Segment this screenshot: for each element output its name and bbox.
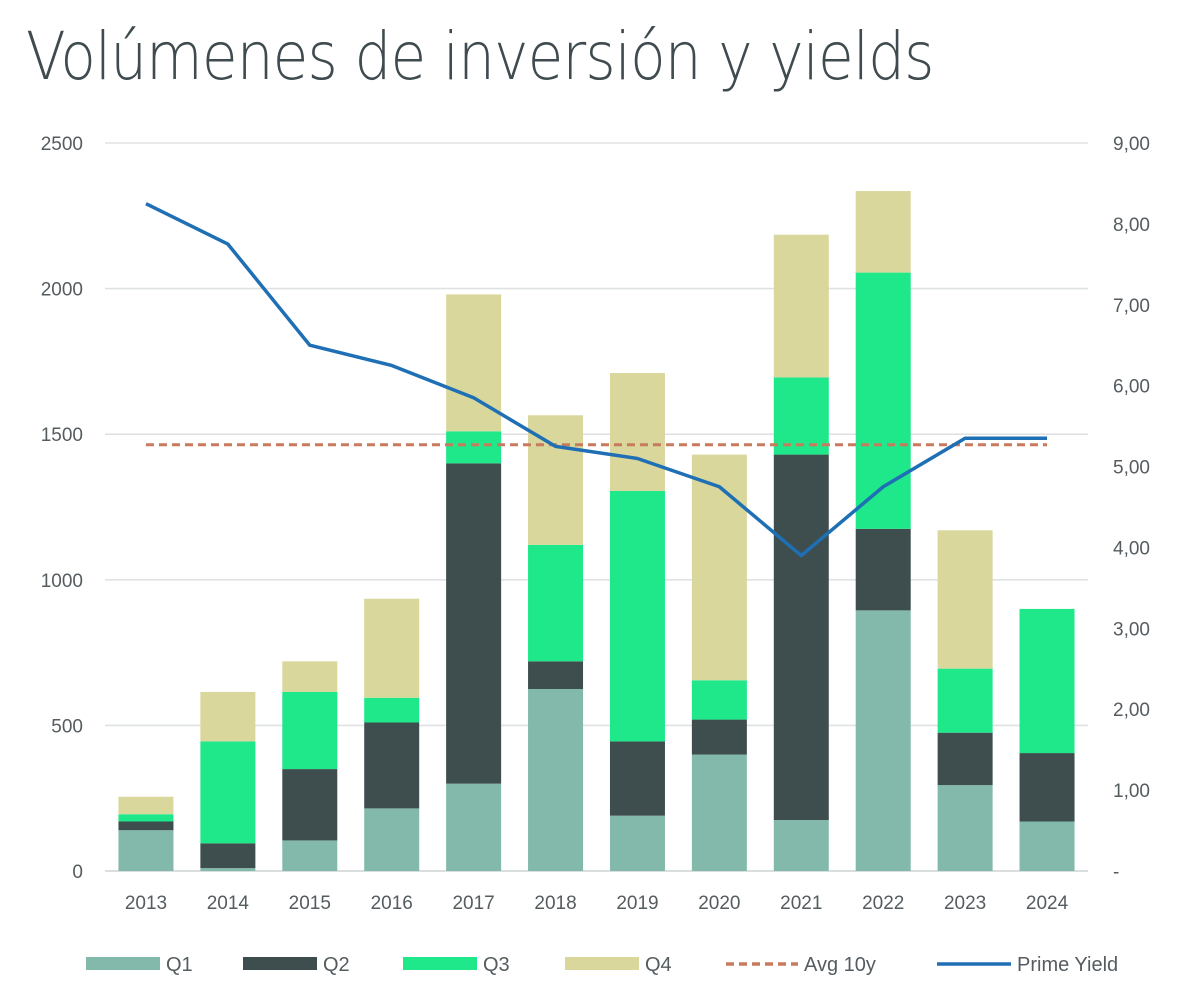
bar-q3-2014 bbox=[200, 741, 256, 844]
bar-q1-2017 bbox=[446, 783, 502, 871]
bar-q3-2024 bbox=[1019, 608, 1075, 754]
bar-q2-2015 bbox=[282, 769, 338, 841]
right-tick-label: 5,00 bbox=[1113, 458, 1150, 479]
right-tick-label: 3,00 bbox=[1113, 619, 1150, 640]
left-tick-label: 500 bbox=[51, 716, 83, 737]
lines-layer bbox=[145, 202, 1048, 558]
bar-q2-2024 bbox=[1019, 753, 1075, 822]
chart-title: Volúmenes de inversión y yields bbox=[26, 18, 934, 95]
bar-q3-2021 bbox=[773, 377, 829, 455]
right-tick-label: - bbox=[1113, 862, 1119, 883]
left-tick-label: 2500 bbox=[41, 134, 83, 155]
legend-label-q2: Q2 bbox=[323, 954, 350, 976]
left-tick-label: 1000 bbox=[41, 571, 83, 592]
bar-q2-2016 bbox=[364, 722, 420, 809]
bar-q4-2014 bbox=[200, 691, 256, 742]
bar-q2-2014 bbox=[200, 843, 256, 869]
x-tick-label: 2023 bbox=[944, 893, 986, 914]
right-tick-label: 4,00 bbox=[1113, 538, 1150, 559]
x-tick-label: 2024 bbox=[1026, 893, 1069, 914]
bar-q1-2023 bbox=[937, 785, 993, 871]
bar-q2-2017 bbox=[446, 463, 502, 784]
x-tick-label: 2015 bbox=[289, 893, 331, 914]
right-tick-label: 9,00 bbox=[1113, 134, 1150, 155]
bar-q3-2016 bbox=[364, 697, 420, 723]
x-tick-label: 2021 bbox=[780, 893, 822, 914]
bar-q3-2013 bbox=[118, 814, 174, 822]
legend-swatch-q1 bbox=[86, 957, 160, 970]
right-axis: - 1,00 2,00 3,00 4,00 5,00 6,00 7,00 8,00 9,00 bbox=[1113, 134, 1150, 883]
bar-q2-2020 bbox=[691, 719, 747, 755]
bar-q3-2019 bbox=[609, 490, 665, 742]
bar-q1-2022 bbox=[855, 610, 911, 871]
bar-q2-2018 bbox=[528, 661, 584, 689]
legend: Q1 Q2 Q3 Q4 Avg 10y Prime Yield bbox=[86, 954, 1118, 976]
legend-label-avg-10y: Avg 10y bbox=[804, 954, 876, 976]
bar-q1-2021 bbox=[773, 820, 829, 871]
bar-q1-2024 bbox=[1019, 821, 1075, 871]
x-tick-label: 2022 bbox=[862, 893, 904, 914]
x-tick-label: 2020 bbox=[698, 893, 740, 914]
x-tick-label: 2014 bbox=[207, 893, 250, 914]
bar-q4-2021 bbox=[773, 234, 829, 378]
legend-label-q3: Q3 bbox=[483, 954, 510, 976]
series-line-prime-yield bbox=[145, 202, 1048, 558]
right-tick-label: 8,00 bbox=[1113, 215, 1150, 236]
x-tick-label: 2019 bbox=[616, 893, 658, 914]
x-tick-label: 2013 bbox=[125, 893, 167, 914]
bar-q4-2016 bbox=[364, 598, 420, 698]
bar-q3-2023 bbox=[937, 668, 993, 733]
bar-q3-2018 bbox=[528, 544, 584, 662]
bar-q1-2016 bbox=[364, 808, 420, 871]
legend-label-prime-yield: Prime Yield bbox=[1017, 954, 1118, 976]
bar-q2-2022 bbox=[855, 528, 911, 611]
bar-q4-2023 bbox=[937, 530, 993, 669]
bar-q1-2013 bbox=[118, 830, 174, 871]
left-axis: 0 500 1000 1500 2000 2500 bbox=[41, 134, 83, 883]
bar-q3-2022 bbox=[855, 272, 911, 529]
bar-q1-2019 bbox=[609, 815, 665, 871]
left-tick-label: 0 bbox=[72, 862, 83, 883]
bar-q2-2019 bbox=[609, 741, 665, 816]
bar-q3-2015 bbox=[282, 691, 338, 770]
x-tick-label: 2017 bbox=[452, 893, 494, 914]
legend-swatch-q3 bbox=[403, 957, 477, 970]
bar-q1-2018 bbox=[528, 689, 584, 871]
right-tick-label: 1,00 bbox=[1113, 781, 1150, 802]
left-tick-label: 2000 bbox=[41, 280, 83, 301]
bar-q2-2023 bbox=[937, 732, 993, 786]
bars-layer bbox=[118, 191, 1075, 871]
legend-label-q4: Q4 bbox=[645, 954, 672, 976]
legend-swatch-q4 bbox=[565, 957, 639, 970]
bar-q4-2020 bbox=[691, 454, 747, 681]
right-tick-label: 6,00 bbox=[1113, 377, 1150, 398]
legend-swatch-q2 bbox=[243, 957, 317, 970]
grid-lines bbox=[105, 142, 1088, 872]
bar-q1-2014 bbox=[200, 868, 256, 871]
bar-q2-2013 bbox=[118, 821, 174, 831]
bar-q3-2017 bbox=[446, 431, 502, 464]
bar-q4-2019 bbox=[609, 373, 665, 491]
left-tick-label: 1500 bbox=[41, 425, 83, 446]
bar-q4-2013 bbox=[118, 796, 174, 815]
x-tick-label: 2018 bbox=[534, 893, 576, 914]
bar-q4-2022 bbox=[855, 191, 911, 273]
legend-label-q1: Q1 bbox=[166, 954, 193, 976]
right-tick-label: 7,00 bbox=[1113, 296, 1150, 317]
x-tick-label: 2016 bbox=[371, 893, 413, 914]
bar-q1-2015 bbox=[282, 840, 338, 871]
bar-q1-2020 bbox=[691, 754, 747, 871]
x-axis: 2013 2014 2015 2016 2017 2018 2019 2020 2021 2022… bbox=[125, 893, 1069, 914]
bar-q4-2015 bbox=[282, 661, 338, 692]
bar-q3-2020 bbox=[691, 680, 747, 720]
bar-q2-2021 bbox=[773, 454, 829, 821]
right-tick-label: 2,00 bbox=[1113, 700, 1150, 721]
